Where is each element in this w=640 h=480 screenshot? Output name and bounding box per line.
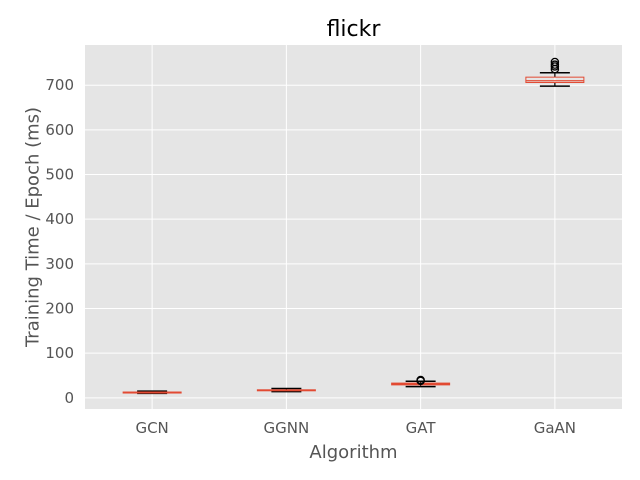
x-axis-label: Algorithm — [309, 442, 397, 463]
grid — [85, 45, 622, 409]
box-gaan — [525, 57, 585, 87]
x-tick-label: GAT — [406, 419, 437, 437]
x-tick-label: GCN — [135, 419, 168, 437]
box-body — [525, 76, 585, 84]
y-tick-label: 100 — [45, 344, 74, 362]
y-tick-label: 0 — [64, 389, 74, 407]
y-tick-label: 500 — [45, 166, 74, 184]
flier-point — [550, 60, 560, 69]
y-tick-label: 200 — [45, 300, 74, 318]
box-ggnn — [256, 387, 316, 393]
axis-ticks: 0 100 200 300 400 500 600 700 GCN GGNN GAT GaAN — [45, 76, 576, 437]
y-tick-label: 600 — [45, 121, 74, 139]
y-tick-label: 700 — [45, 76, 74, 94]
y-axis-label: Training Time / Epoch (ms) — [22, 107, 43, 348]
box-gat — [391, 375, 451, 388]
flier-point — [416, 375, 425, 385]
chart-title: flickr — [327, 17, 382, 42]
boxes — [122, 57, 585, 395]
plot-area — [85, 45, 622, 409]
flier-point — [550, 57, 560, 67]
x-tick-label: GGNN — [264, 419, 310, 437]
box-gcn — [122, 390, 182, 395]
x-tick-label: GaAN — [534, 419, 576, 437]
y-tick-label: 400 — [45, 210, 74, 228]
y-tick-label: 300 — [45, 255, 74, 273]
